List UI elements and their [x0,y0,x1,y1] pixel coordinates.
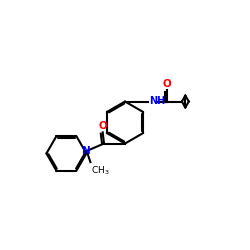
Text: N: N [82,146,91,156]
Text: O: O [98,121,107,131]
Text: NH: NH [149,96,165,106]
Text: CH$_3$: CH$_3$ [91,164,109,177]
Text: O: O [163,79,172,89]
